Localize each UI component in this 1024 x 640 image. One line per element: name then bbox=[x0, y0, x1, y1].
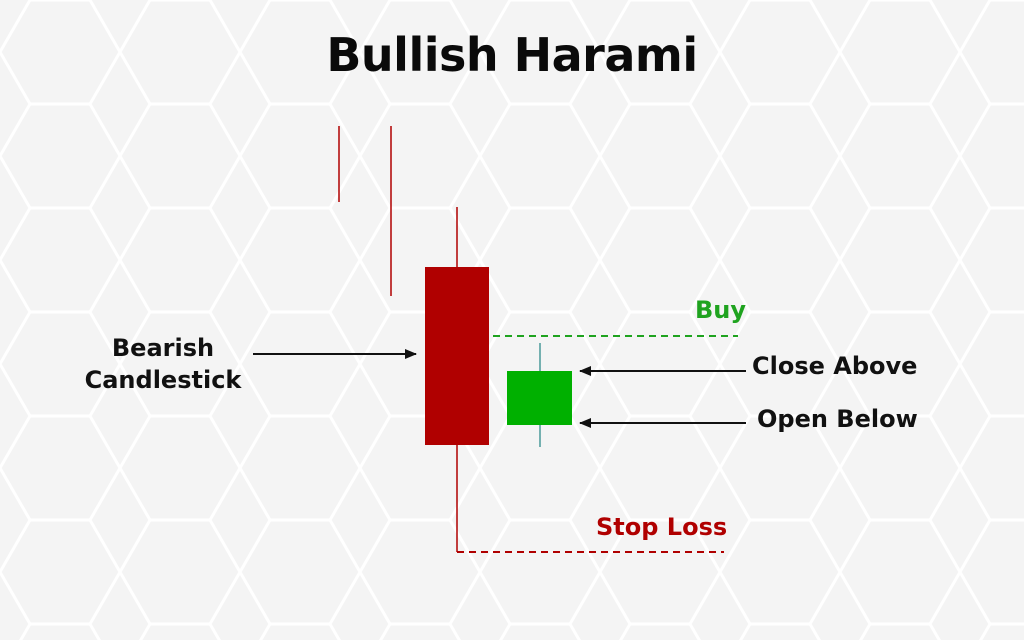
buy-label: Buy bbox=[695, 296, 747, 324]
close-above-label: Close Above bbox=[752, 352, 918, 380]
open-below-label: Open Below bbox=[757, 405, 918, 433]
bearish-candlestick-label: Bearish Candlestick bbox=[78, 332, 248, 396]
bullish-candle-body bbox=[507, 371, 572, 425]
page-title: Bullish Harami bbox=[326, 28, 698, 82]
bearish-label-line2: Candlestick bbox=[84, 366, 242, 394]
stop-loss-label: Stop Loss bbox=[596, 513, 728, 541]
bearish-candle-body bbox=[425, 267, 489, 445]
bearish-label-line1: Bearish bbox=[111, 334, 215, 362]
